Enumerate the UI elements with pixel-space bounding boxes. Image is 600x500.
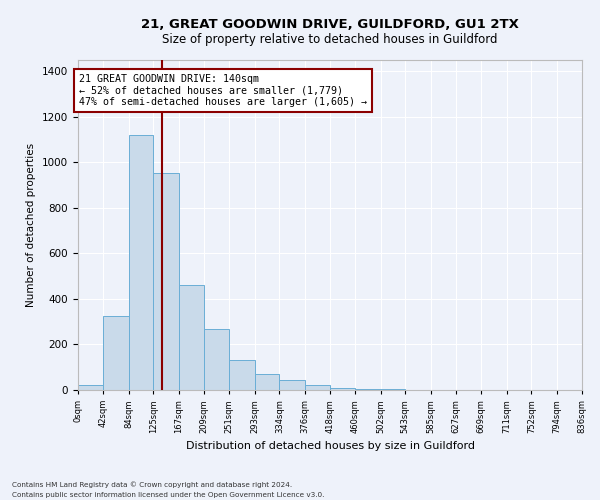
Bar bbox=[254, 374, 280, 390]
Bar bbox=[154, 172, 179, 390]
Text: Contains public sector information licensed under the Open Government Licence v3: Contains public sector information licen… bbox=[12, 492, 325, 498]
Bar bbox=[179, 286, 204, 390]
Y-axis label: Number of detached properties: Number of detached properties bbox=[26, 143, 37, 307]
Text: 21 GREAT GOODWIN DRIVE: 140sqm
← 52% of detached houses are smaller (1,779)
47% : 21 GREAT GOODWIN DRIVE: 140sqm ← 52% of … bbox=[79, 74, 367, 107]
Bar bbox=[204, 328, 229, 390]
Bar bbox=[280, 380, 305, 390]
Bar bbox=[305, 386, 330, 390]
Text: 21, GREAT GOODWIN DRIVE, GUILDFORD, GU1 2TX: 21, GREAT GOODWIN DRIVE, GUILDFORD, GU1 … bbox=[141, 18, 519, 30]
X-axis label: Distribution of detached houses by size in Guildford: Distribution of detached houses by size … bbox=[185, 442, 475, 452]
Bar bbox=[78, 386, 103, 390]
Text: Contains HM Land Registry data © Crown copyright and database right 2024.: Contains HM Land Registry data © Crown c… bbox=[12, 481, 292, 488]
Text: Size of property relative to detached houses in Guildford: Size of property relative to detached ho… bbox=[162, 32, 498, 46]
Bar bbox=[330, 388, 355, 390]
Bar bbox=[229, 360, 254, 390]
Bar bbox=[128, 135, 154, 390]
Bar bbox=[103, 316, 128, 390]
Bar bbox=[355, 389, 380, 390]
